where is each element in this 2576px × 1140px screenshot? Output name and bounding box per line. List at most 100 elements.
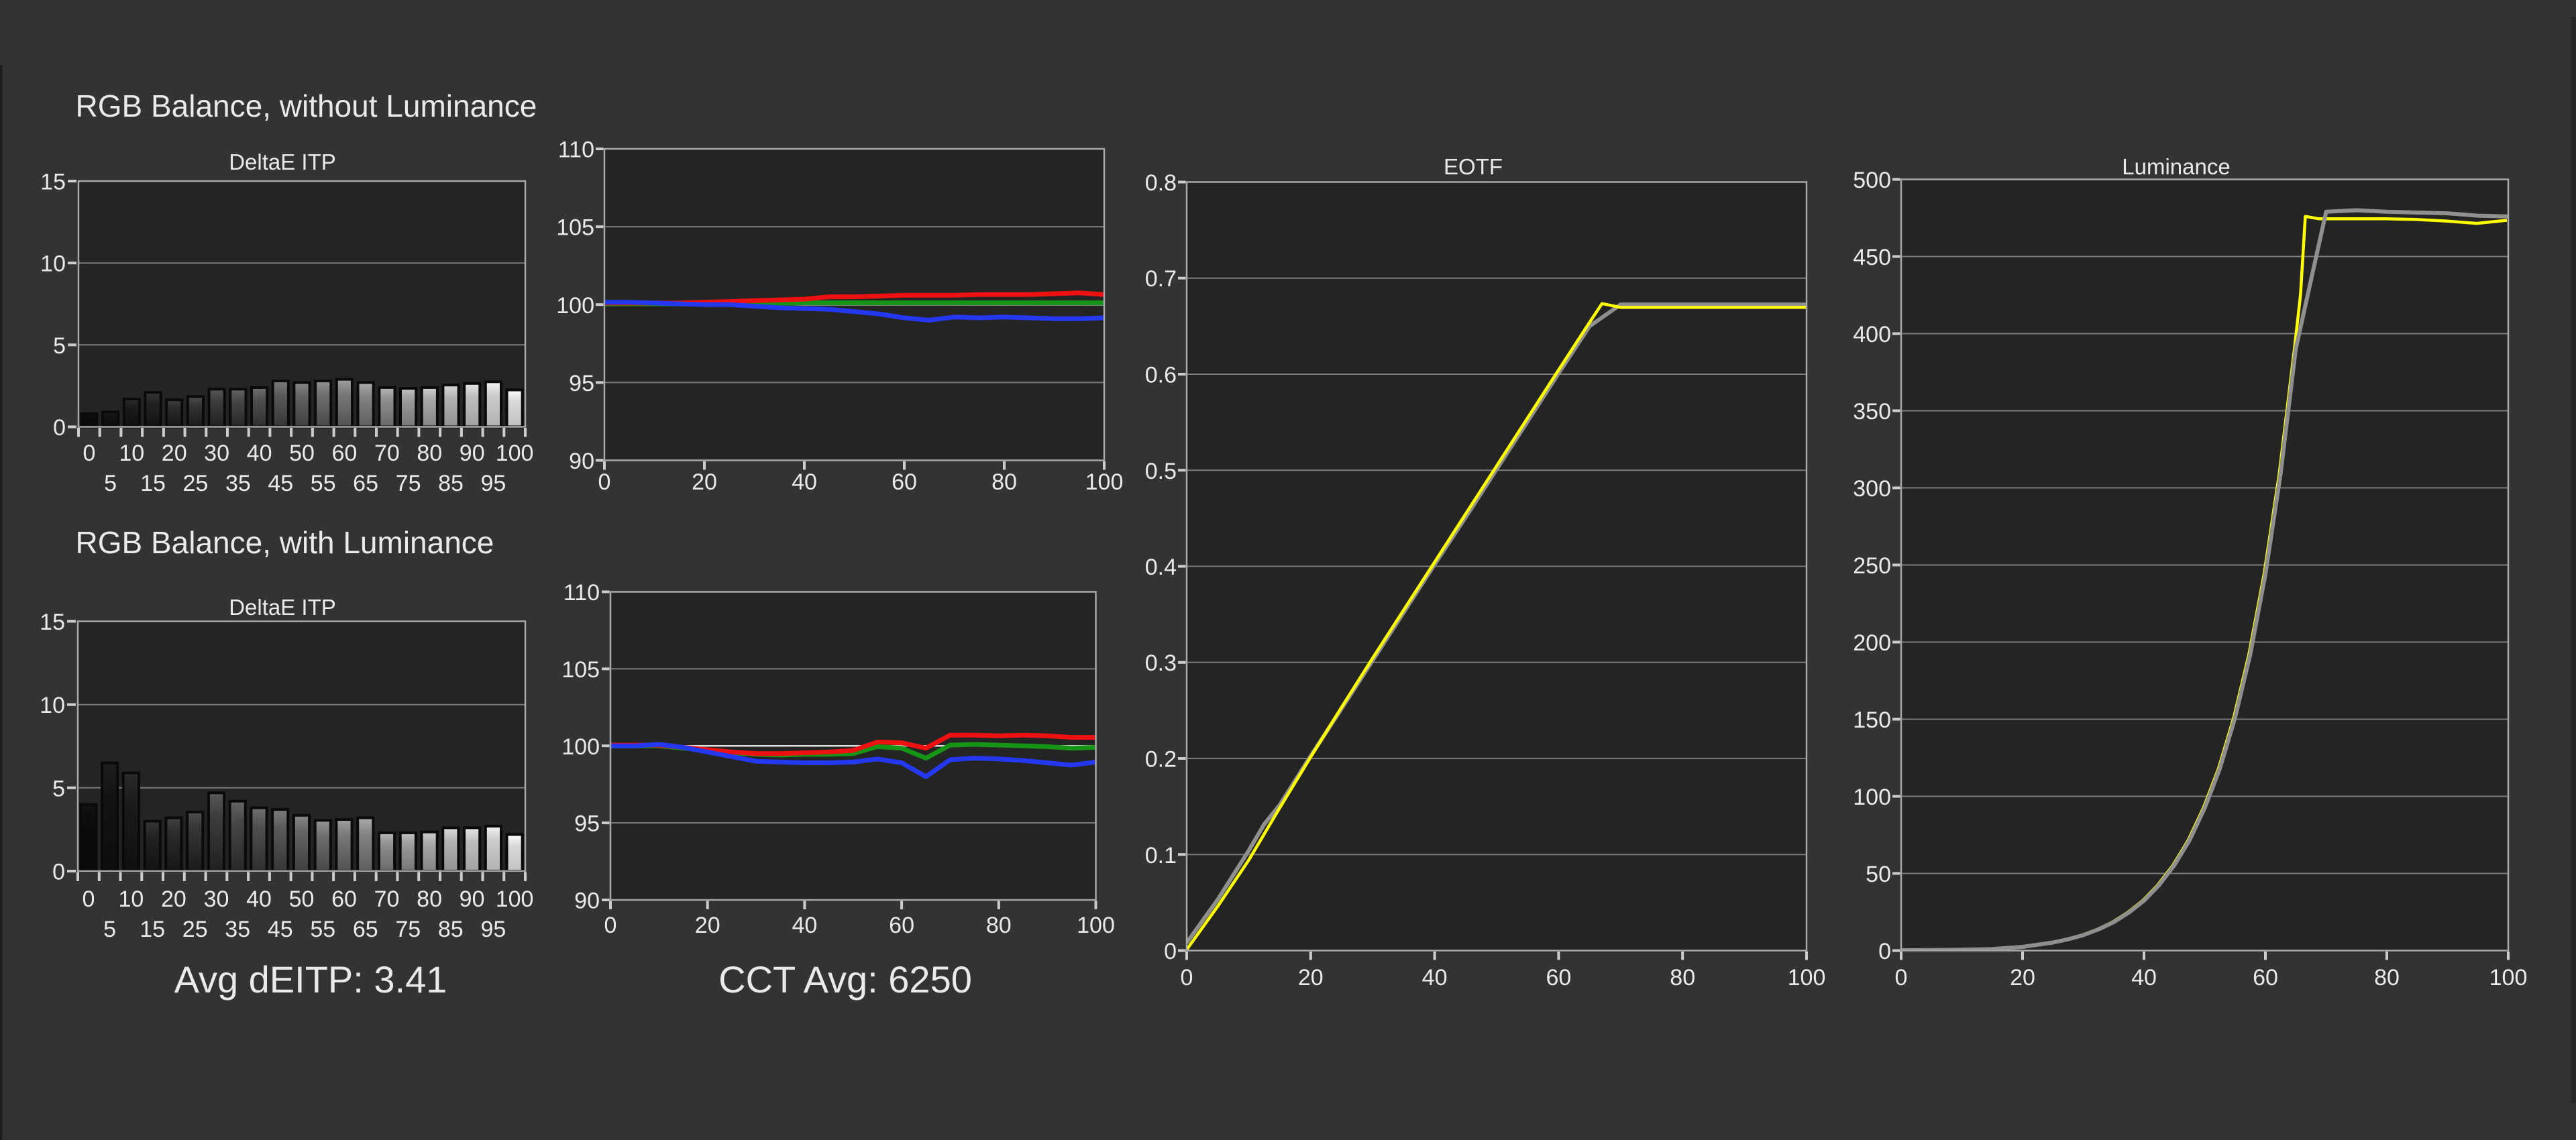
svg-text:25: 25 [182,471,208,496]
svg-text:40: 40 [792,469,817,495]
svg-text:90: 90 [460,887,485,912]
svg-text:40: 40 [792,913,817,938]
svg-text:90: 90 [460,441,485,466]
svg-text:85: 85 [438,917,464,942]
svg-text:450: 450 [1853,245,1891,270]
svg-text:80: 80 [991,469,1017,495]
svg-text:350: 350 [1853,399,1891,424]
svg-text:DeltaE ITP: DeltaE ITP [229,150,336,174]
svg-text:0.7: 0.7 [1145,266,1177,292]
svg-text:20: 20 [1298,965,1324,990]
svg-text:0: 0 [1164,939,1177,964]
svg-text:95: 95 [480,917,506,942]
svg-text:20: 20 [2010,965,2035,990]
svg-text:55: 55 [310,917,335,942]
svg-text:70: 70 [374,887,400,912]
svg-text:Avg dEITP: 3.41: Avg dEITP: 3.41 [174,958,447,1001]
svg-text:50: 50 [289,887,315,912]
svg-text:DeltaE ITP: DeltaE ITP [229,595,336,620]
svg-text:80: 80 [1670,965,1695,990]
svg-text:250: 250 [1853,553,1891,579]
svg-text:55: 55 [311,471,336,496]
svg-text:35: 35 [225,471,251,496]
svg-text:20: 20 [161,887,186,912]
svg-text:60: 60 [892,469,917,495]
svg-text:80: 80 [417,441,442,466]
svg-text:5: 5 [53,333,66,359]
svg-text:0: 0 [82,887,95,912]
svg-text:10: 10 [40,251,66,277]
svg-text:40: 40 [246,887,272,912]
svg-text:90: 90 [574,889,600,914]
svg-text:50: 50 [289,441,315,466]
svg-text:0.4: 0.4 [1145,555,1177,580]
svg-text:5: 5 [103,917,116,942]
svg-text:60: 60 [331,441,357,466]
svg-text:10: 10 [40,693,65,718]
svg-text:100: 100 [556,293,594,319]
svg-text:40: 40 [1422,965,1448,990]
svg-text:0.8: 0.8 [1145,170,1177,196]
svg-text:RGB Balance, without Luminance: RGB Balance, without Luminance [76,89,537,123]
svg-text:85: 85 [438,471,464,496]
svg-text:105: 105 [556,215,594,241]
svg-text:0.6: 0.6 [1145,363,1177,388]
svg-text:500: 500 [1853,168,1891,193]
svg-text:5: 5 [104,471,117,496]
svg-text:105: 105 [561,657,600,683]
svg-text:15: 15 [140,917,165,942]
svg-text:60: 60 [2253,965,2278,990]
svg-text:60: 60 [331,887,357,912]
svg-text:EOTF: EOTF [1444,154,1503,179]
svg-text:110: 110 [564,580,600,606]
svg-text:75: 75 [396,471,421,496]
svg-text:100: 100 [496,441,534,466]
svg-text:0: 0 [83,441,95,466]
svg-text:40: 40 [2131,965,2157,990]
svg-text:80: 80 [417,887,442,912]
svg-text:400: 400 [1853,322,1891,347]
svg-text:20: 20 [695,913,720,938]
svg-text:0.2: 0.2 [1145,747,1177,773]
svg-text:150: 150 [1853,707,1891,733]
svg-text:0.3: 0.3 [1145,650,1177,676]
svg-text:60: 60 [889,913,914,938]
svg-text:0: 0 [1181,965,1193,990]
svg-text:0: 0 [598,469,611,495]
svg-text:20: 20 [692,469,717,495]
svg-text:75: 75 [395,917,421,942]
svg-text:CCT Avg: 6250: CCT Avg: 6250 [718,958,972,1001]
svg-text:80: 80 [2374,965,2400,990]
svg-text:15: 15 [40,170,66,195]
svg-text:90: 90 [569,449,594,474]
svg-text:30: 30 [204,887,229,912]
svg-text:95: 95 [574,811,600,837]
svg-text:0: 0 [53,415,66,441]
svg-text:50: 50 [1866,862,1891,887]
svg-text:100: 100 [1077,913,1115,938]
svg-text:100: 100 [1788,965,1826,990]
svg-text:0: 0 [604,913,617,938]
svg-text:40: 40 [247,441,272,466]
svg-text:95: 95 [480,471,506,496]
svg-text:0: 0 [52,860,65,885]
svg-text:80: 80 [986,913,1012,938]
svg-text:100: 100 [496,887,534,912]
svg-text:25: 25 [182,917,208,942]
svg-text:15: 15 [40,610,65,635]
svg-text:0: 0 [1895,965,1908,990]
svg-text:15: 15 [140,471,166,496]
svg-text:100: 100 [561,734,600,760]
svg-text:95: 95 [569,371,594,396]
svg-text:10: 10 [118,887,144,912]
svg-text:0: 0 [1878,939,1891,964]
svg-text:20: 20 [162,441,187,466]
svg-text:100: 100 [1085,469,1124,495]
svg-text:35: 35 [225,917,250,942]
svg-text:0.1: 0.1 [1145,843,1177,868]
svg-text:10: 10 [119,441,144,466]
svg-text:100: 100 [2489,965,2528,990]
svg-text:0.5: 0.5 [1145,459,1177,484]
svg-text:Luminance: Luminance [2122,154,2230,179]
svg-text:45: 45 [268,917,293,942]
